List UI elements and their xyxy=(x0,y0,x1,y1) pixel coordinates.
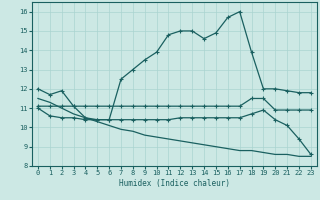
X-axis label: Humidex (Indice chaleur): Humidex (Indice chaleur) xyxy=(119,179,230,188)
